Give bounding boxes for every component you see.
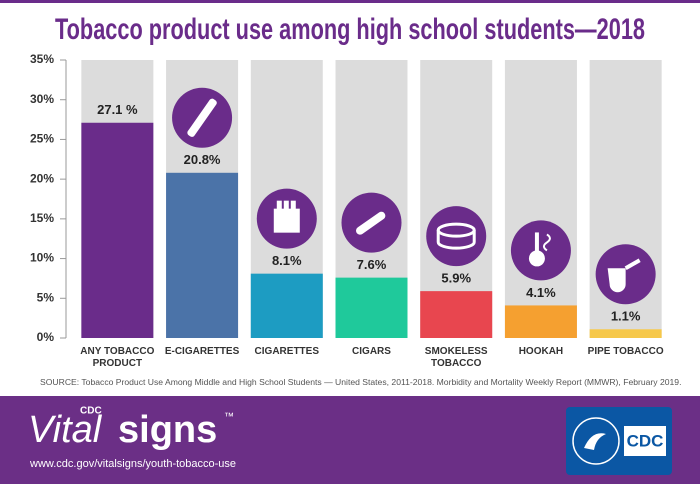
icon: [595, 244, 656, 305]
y-tick-label: 35%: [30, 52, 54, 66]
y-tick-label: 15%: [30, 211, 54, 225]
value-label: 4.1%: [526, 285, 556, 300]
x-tick-label: SMOKELESS TOBACCO: [424, 346, 488, 369]
column-bg: [504, 60, 577, 338]
trademark: ™: [224, 412, 234, 423]
icon-glyph: [607, 258, 641, 293]
y-tick-label: 5%: [37, 290, 55, 304]
bar: [250, 273, 323, 338]
x-tick-label: E-CIGARETTES: [164, 346, 240, 357]
x-tick-label: HOOKAH: [518, 346, 564, 357]
cdc-logo: CDC: [566, 407, 672, 475]
x-tick-label: ANY TOBACCO PRODUCT: [80, 346, 155, 369]
bar: [504, 305, 577, 338]
x-tick-label: CIGARETTES: [254, 346, 319, 357]
icon-glyph: [187, 98, 217, 137]
y-tick-label: 25%: [30, 132, 54, 146]
chart-title: Tobacco product use among high school st…: [55, 13, 645, 46]
icon: [426, 206, 487, 267]
icon-glyph: [436, 222, 476, 250]
bar: [335, 277, 408, 338]
icon: [341, 192, 402, 253]
x-tick-label: CIGARS: [352, 346, 391, 357]
y-tick-label: 20%: [30, 171, 54, 185]
value-label: 20.8%: [184, 152, 221, 167]
brand-signs: signs: [118, 409, 217, 451]
icon-glyph: [528, 232, 551, 267]
icon-glyph: [356, 211, 386, 235]
icon-circle: [510, 220, 571, 281]
bar: [589, 329, 662, 338]
top-border: [0, 0, 700, 3]
bar: [420, 291, 493, 338]
cdc-logo-text: CDC: [627, 431, 664, 450]
y-tick-label: 10%: [30, 251, 54, 265]
value-label: 27.1 %: [97, 102, 138, 117]
bar: [81, 122, 154, 339]
footer-url: www.cdc.gov/vitalsigns/youth-tobacco-use: [30, 458, 237, 470]
value-label: 8.1%: [272, 253, 302, 268]
bar: [166, 172, 239, 338]
brand-cdc: CDC: [80, 406, 102, 417]
brand-vital: Vital: [28, 409, 103, 451]
y-tick-label: 30%: [30, 92, 54, 106]
value-label: 5.9%: [441, 271, 471, 286]
source-note: SOURCE: Tobacco Product Use Among Middle…: [40, 377, 682, 387]
x-tick-label: PIPE TOBACCO: [587, 346, 664, 357]
icon: [172, 87, 233, 148]
icon-glyph: [273, 200, 300, 233]
icon: [256, 188, 317, 249]
value-label: 1.1%: [611, 309, 641, 324]
value-label: 7.6%: [357, 257, 387, 272]
y-tick-label: 0%: [37, 330, 55, 344]
icon: [510, 220, 571, 281]
